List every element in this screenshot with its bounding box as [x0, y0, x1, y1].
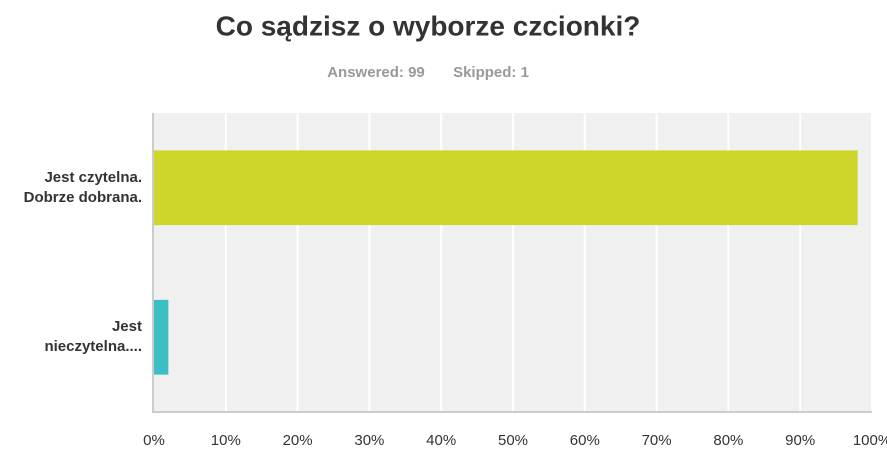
x-tick-label: 50% [498, 432, 528, 449]
y-tick-label: Jest czytelna. Dobrze dobrana. [23, 168, 142, 206]
x-tick-label: 0% [143, 432, 165, 449]
bar [154, 150, 858, 226]
x-tick-label: 70% [642, 432, 672, 449]
x-tick-label: 30% [354, 432, 384, 449]
x-tick-label: 10% [211, 432, 241, 449]
x-tick-label: 100% [853, 432, 887, 449]
answered: Answered: 99 [327, 64, 425, 81]
x-tick-label: 80% [713, 432, 743, 449]
x-tick-label: 20% [283, 432, 313, 449]
skipped: Skipped: 1 [453, 64, 529, 81]
chart-title: Co sądzisz o wyborze czcionki? [216, 10, 641, 41]
y-tick-label: Jest nieczytelna.... [44, 318, 142, 356]
x-tick-label: 90% [785, 432, 815, 449]
bar [154, 299, 169, 375]
x-tick-label: 60% [570, 432, 600, 449]
x-tick-label: 40% [426, 432, 456, 449]
